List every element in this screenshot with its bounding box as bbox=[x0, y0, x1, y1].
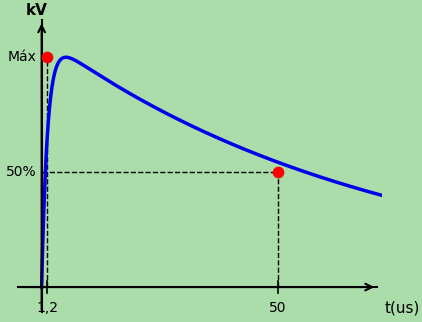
Text: kV: kV bbox=[26, 3, 48, 18]
Point bbox=[44, 55, 51, 60]
Text: Máx: Máx bbox=[8, 50, 37, 64]
Text: t(us): t(us) bbox=[384, 301, 419, 316]
Text: 50%: 50% bbox=[6, 165, 37, 179]
Text: 50: 50 bbox=[269, 301, 287, 315]
Text: 1,2: 1,2 bbox=[36, 301, 58, 315]
Point bbox=[274, 170, 281, 175]
